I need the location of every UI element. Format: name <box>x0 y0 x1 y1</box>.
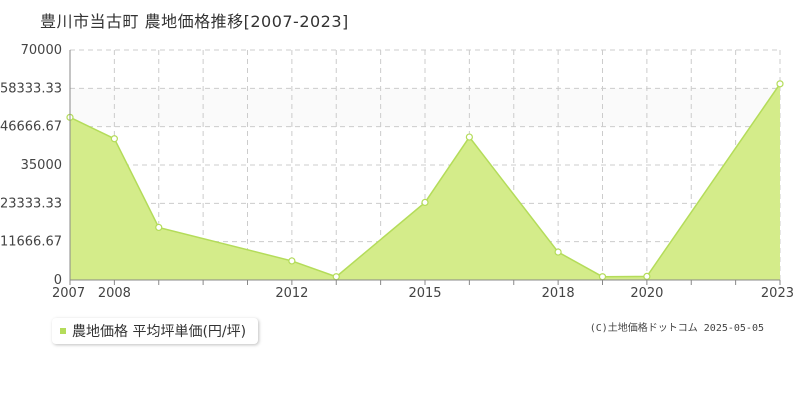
y-tick-label: 46666.67 <box>0 120 62 135</box>
y-tick-labels: 70000 58333.33 46666.67 35000 23333.33 11666.… <box>0 43 62 288</box>
data-point <box>776 80 784 88</box>
x-tick-label: 2020 <box>630 286 663 301</box>
y-tick-label: 23333.33 <box>0 196 62 211</box>
legend: 農地価格 平均坪単価(円/坪) <box>52 318 259 344</box>
axes <box>69 50 781 285</box>
y-tick-label: 0 <box>54 273 62 288</box>
x-tick-label: 2012 <box>275 286 308 301</box>
data-point <box>288 257 296 265</box>
legend-swatch <box>60 328 66 334</box>
data-point <box>110 135 118 143</box>
series-points <box>66 80 784 281</box>
chart-title: 豊川市当古町 農地価格推移[2007-2023] <box>40 12 349 31</box>
data-point <box>465 133 473 141</box>
y-tick-label: 35000 <box>21 158 62 173</box>
y-tick-label: 58333.33 <box>0 81 62 96</box>
data-point <box>554 248 562 256</box>
x-tick-labels: 2007 2008 2012 2015 2018 2020 2023 <box>52 286 794 301</box>
y-tick-label: 70000 <box>21 43 62 58</box>
y-tick-label: 11666.67 <box>0 235 62 250</box>
x-tick-label: 2008 <box>98 286 131 301</box>
data-point <box>155 223 163 232</box>
x-tick-label: 2023 <box>761 286 794 301</box>
data-point <box>332 273 340 281</box>
x-tick-label: 2018 <box>542 286 575 301</box>
data-point <box>643 272 651 280</box>
x-tick-label: 2015 <box>408 286 441 301</box>
credit-text: (C)土地価格ドットコム 2025-05-05 <box>589 323 764 334</box>
data-point <box>598 273 607 281</box>
area-fill <box>70 83 780 280</box>
legend-label: 農地価格 平均坪単価(円/坪) <box>72 324 247 340</box>
x-tick-label: 2007 <box>52 286 85 301</box>
data-point <box>421 198 429 207</box>
